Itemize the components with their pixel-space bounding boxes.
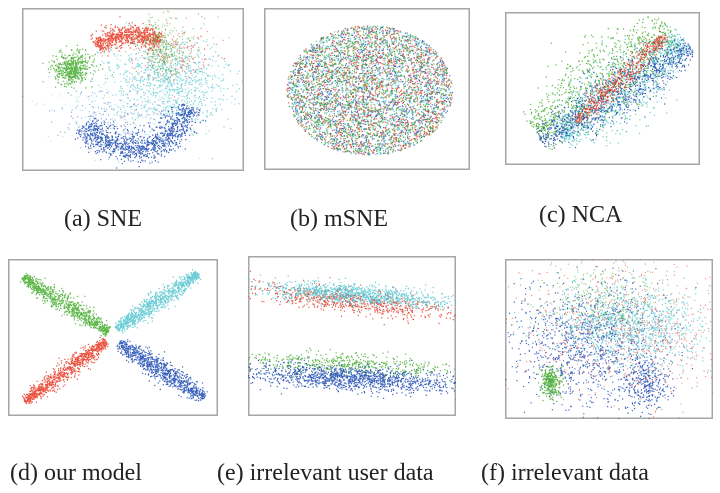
panel-irrelevant-user-data-scatter — [248, 256, 456, 416]
caption-b: (b) mSNE — [290, 206, 388, 232]
panel-irrelevant-data-scatter — [505, 259, 713, 419]
caption-c: (c) NCA — [539, 202, 623, 228]
our-model-scatter-plot — [8, 259, 218, 416]
irrelevant-data-scatter-plot — [505, 259, 713, 419]
caption-d: (d) our model — [10, 460, 142, 486]
nca-scatter-plot — [505, 12, 700, 165]
panel-our-model-scatter — [8, 259, 218, 416]
caption-a: (a) SNE — [64, 206, 142, 232]
sne-scatter-plot — [22, 8, 244, 171]
caption-f: (f) irrelevant data — [481, 460, 649, 486]
panel-sne-scatter — [22, 8, 244, 171]
irrelevant-user-data-scatter-plot — [248, 256, 456, 416]
panel-msne-scatter — [264, 8, 470, 170]
msne-scatter-plot — [264, 8, 470, 170]
panel-nca-scatter — [505, 12, 700, 165]
caption-e: (e) irrelevant user data — [217, 460, 434, 486]
